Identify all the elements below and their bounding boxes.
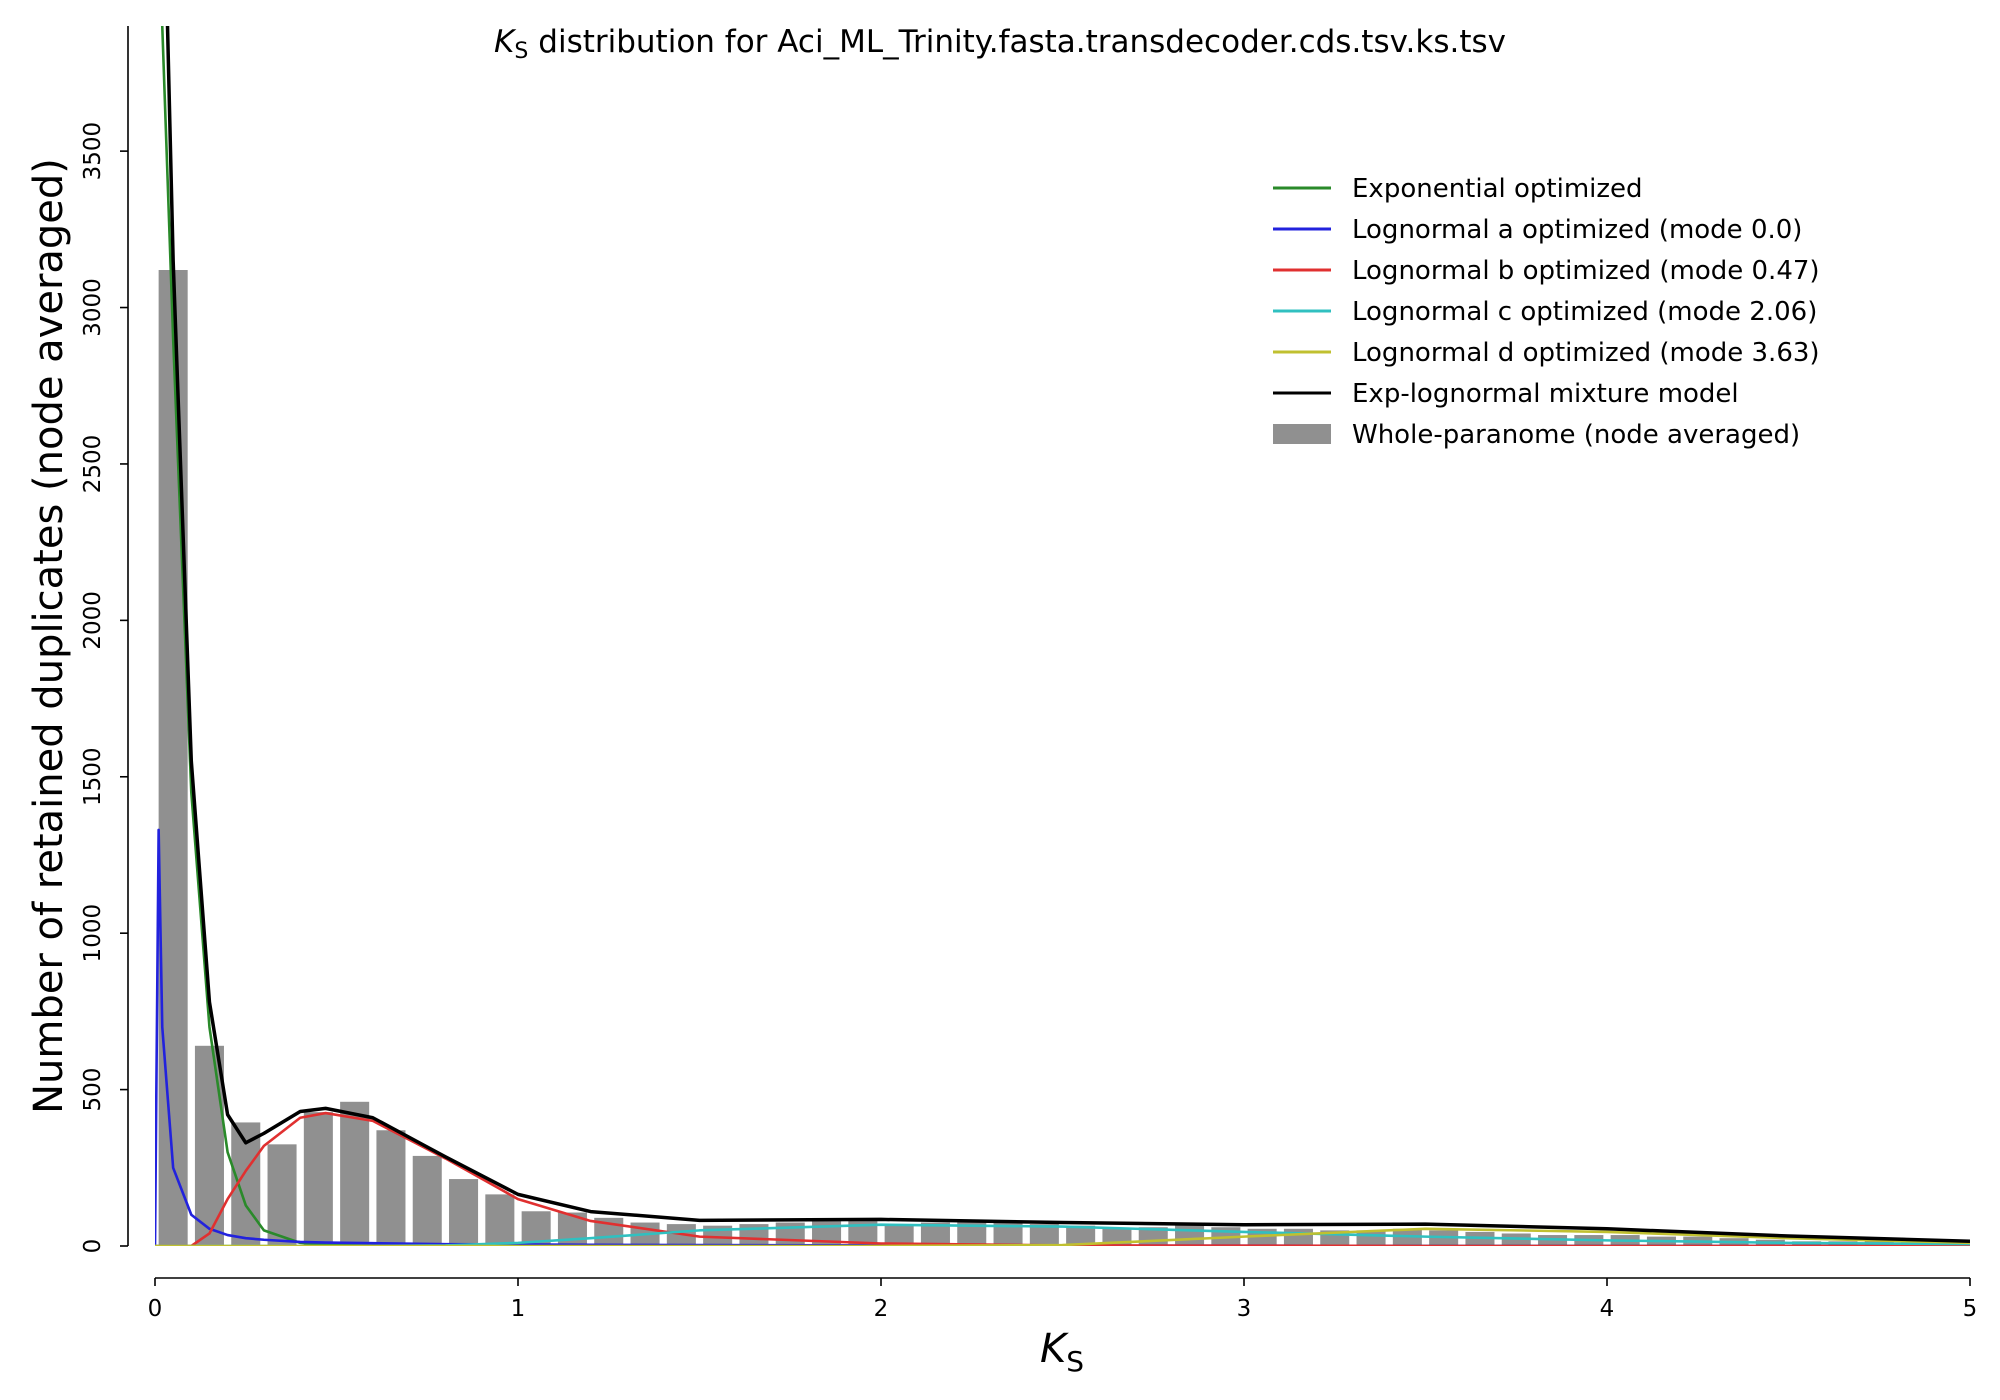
y-tick-label: 1000 [80,904,106,963]
histogram-bar [158,270,188,1246]
y-tick-label: 500 [80,1068,106,1112]
y-axis-label: Number of retained duplicates (node aver… [26,158,72,1114]
y-tick-label: 1500 [80,747,106,806]
title-text: distribution for Aci_ML_Trinity.fasta.tr… [538,24,1506,60]
histogram-bar [376,1130,406,1246]
x-tick-label: 1 [511,1296,526,1322]
y-tick-label: 0 [80,1239,106,1254]
x-tick-label: 4 [1600,1296,1615,1322]
y-tick-label: 3500 [80,122,106,181]
legend-label: Whole-paranome (node averaged) [1352,420,1800,450]
histogram-bar [267,1144,297,1246]
x-label-subscript: S [1066,1345,1084,1378]
histogram-bar [993,1222,1023,1246]
plot-area [155,26,1970,1246]
histogram-bar [1864,1238,1894,1246]
histogram-bar [1283,1228,1313,1246]
legend-label: Lognormal c optimized (mode 2.06) [1352,297,1817,327]
legend-swatch [1273,424,1331,444]
x-axis-label: KS [1040,1326,1084,1378]
legend-label: Exponential optimized [1352,174,1643,204]
histogram-bar [1175,1222,1205,1246]
x-tick-label: 2 [874,1296,889,1322]
y-tick-label: 2000 [80,591,106,650]
x-tick-label: 3 [1237,1296,1252,1322]
histogram-bar [1066,1225,1096,1246]
curve [165,26,1970,1244]
legend-label: Lognormal b optimized (mode 0.47) [1352,256,1820,286]
histogram-bar [412,1155,442,1246]
y-tick-label: 3000 [80,278,106,337]
histogram-bar [340,1101,370,1246]
y-tick-label: 2500 [80,435,106,494]
legend-label: Exp-lognormal mixture model [1352,379,1739,409]
curve [160,26,1970,1246]
legend-label: Lognormal d optimized (mode 3.63) [1352,338,1820,368]
histogram-bar [303,1112,333,1246]
histogram-bar [449,1179,479,1246]
curve [155,1111,1970,1246]
histogram-bar [1029,1224,1059,1246]
x-tick-label: 0 [148,1296,163,1322]
title-symbol: K [494,24,517,60]
curve [155,1227,1970,1246]
histogram-bar [920,1222,950,1246]
histogram-bar [485,1194,515,1246]
x-label-symbol: K [1040,1326,1069,1372]
title-subscript: S [514,39,528,64]
x-tick-label: 5 [1963,1296,1978,1322]
histogram-bar [884,1225,914,1246]
chart-title: KS distribution for Aci_ML_Trinity.fasta.… [494,24,1506,64]
legend-label: Lognormal a optimized (mode 0.0) [1352,215,1802,245]
